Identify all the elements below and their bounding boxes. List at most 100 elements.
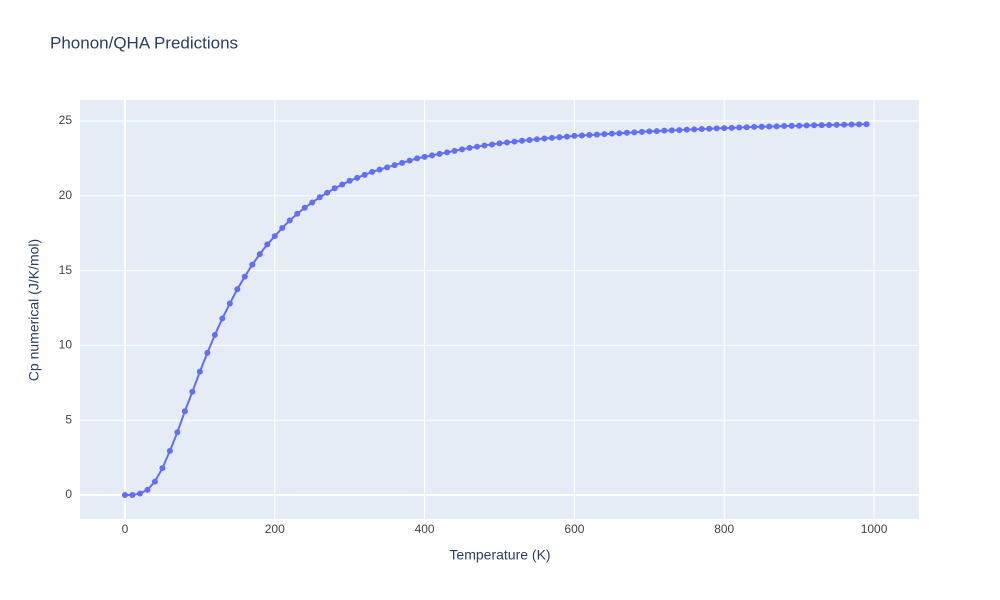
marker <box>841 121 848 128</box>
marker <box>226 300 233 307</box>
marker <box>683 126 690 133</box>
marker <box>766 123 773 130</box>
plot-area <box>80 100 919 519</box>
marker <box>548 134 555 141</box>
marker <box>391 162 398 169</box>
marker <box>826 121 833 128</box>
x-tick-label: 600 <box>564 522 584 536</box>
marker <box>796 122 803 129</box>
y-tick-label: 5 <box>65 412 72 426</box>
marker <box>159 465 166 472</box>
marker <box>361 171 368 178</box>
marker <box>811 122 818 129</box>
marker <box>706 125 713 132</box>
marker <box>181 408 188 415</box>
chart-title: Phonon/QHA Predictions <box>50 33 238 52</box>
marker <box>713 125 720 132</box>
marker <box>466 144 473 151</box>
marker <box>421 153 428 160</box>
marker <box>736 124 743 131</box>
marker <box>451 147 458 154</box>
marker <box>301 204 308 211</box>
marker <box>294 210 301 217</box>
marker <box>743 124 750 131</box>
marker <box>728 124 735 131</box>
marker <box>518 137 525 144</box>
marker <box>848 121 855 128</box>
marker <box>803 122 810 129</box>
marker <box>571 132 578 139</box>
marker <box>833 121 840 128</box>
marker <box>788 122 795 129</box>
marker <box>436 150 443 157</box>
y-tick-label: 15 <box>59 263 73 277</box>
marker <box>668 127 675 134</box>
marker <box>324 189 331 196</box>
marker <box>616 130 623 137</box>
marker <box>234 286 241 293</box>
marker <box>219 315 226 322</box>
marker <box>189 388 196 395</box>
marker <box>601 131 608 138</box>
marker <box>489 141 496 148</box>
marker <box>414 155 421 162</box>
marker <box>496 140 503 147</box>
marker <box>151 478 158 485</box>
marker <box>369 168 376 175</box>
marker <box>631 129 638 136</box>
marker <box>856 121 863 128</box>
marker <box>481 142 488 149</box>
marker <box>526 136 533 143</box>
marker <box>863 121 870 128</box>
marker <box>279 224 286 231</box>
marker <box>751 123 758 130</box>
marker <box>316 194 323 201</box>
marker <box>586 132 593 139</box>
marker <box>211 331 218 338</box>
marker <box>818 122 825 129</box>
marker <box>593 131 600 138</box>
marker <box>533 136 540 143</box>
marker <box>781 123 788 130</box>
marker <box>429 152 436 159</box>
line <box>124 123 867 497</box>
marker <box>653 128 660 135</box>
marker <box>676 127 683 134</box>
marker <box>196 368 203 375</box>
marker <box>556 134 563 141</box>
y-axis-title: Cp numerical (J/K/mol) <box>26 239 42 381</box>
marker <box>503 139 510 146</box>
marker <box>384 164 391 171</box>
marker <box>256 251 263 258</box>
marker <box>339 181 346 188</box>
x-tick-label: 400 <box>415 522 435 536</box>
marker <box>271 233 278 240</box>
marker <box>638 128 645 135</box>
marker <box>773 123 780 130</box>
marker <box>136 490 143 497</box>
x-axis-title: Temperature (K) <box>449 547 550 563</box>
marker <box>204 349 211 356</box>
marker <box>129 492 136 499</box>
marker <box>331 185 338 192</box>
marker <box>376 166 383 173</box>
marker <box>121 492 128 499</box>
marker <box>623 129 630 136</box>
marker <box>144 486 151 493</box>
y-tick-label: 10 <box>59 338 73 352</box>
marker <box>698 126 705 133</box>
marker <box>399 159 406 166</box>
marker <box>541 135 548 142</box>
marker <box>578 132 585 139</box>
marker <box>474 143 481 150</box>
marker <box>354 174 361 181</box>
marker <box>264 241 271 248</box>
y-tick-label: 20 <box>59 188 73 202</box>
marker <box>241 273 248 280</box>
y-tick-label: 0 <box>65 487 72 501</box>
x-tick-label: 200 <box>265 522 285 536</box>
marker <box>459 146 466 153</box>
x-tick-label: 1000 <box>861 522 888 536</box>
marker <box>563 133 570 140</box>
marker <box>286 217 293 224</box>
